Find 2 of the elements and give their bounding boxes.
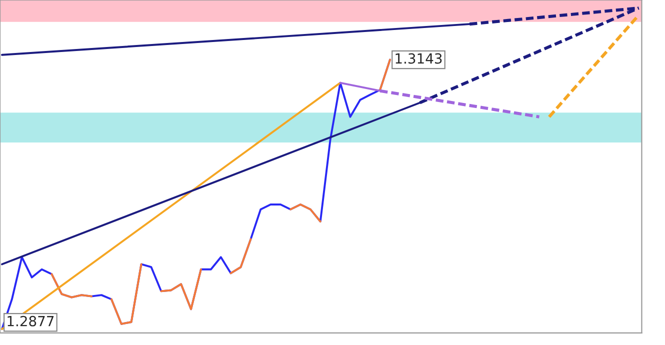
- annotation: 1.3143: [396, 53, 442, 64]
- annotation: 1.2877: [8, 316, 54, 326]
